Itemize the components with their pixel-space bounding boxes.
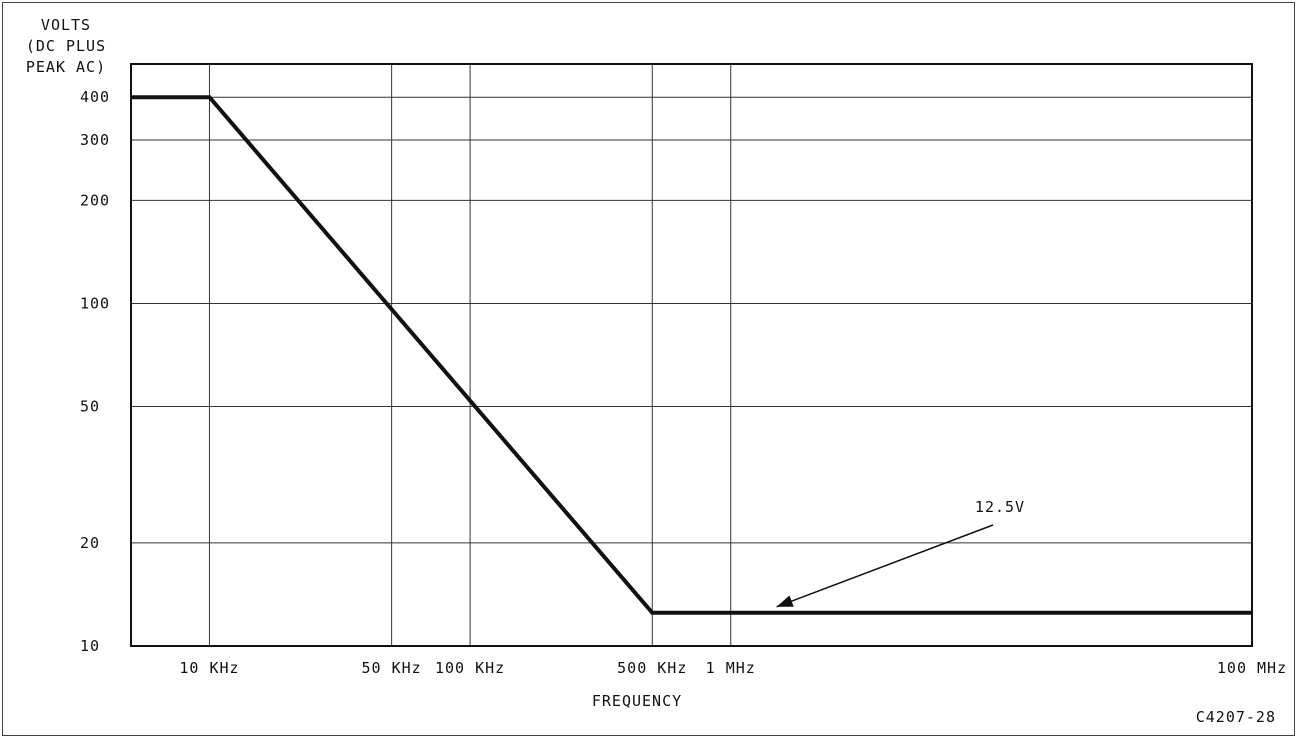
annotation-arrow-line bbox=[776, 524, 994, 608]
y-tick-label: 400 bbox=[80, 88, 110, 106]
y-tick-label: 10 bbox=[80, 637, 100, 655]
series-group bbox=[130, 95, 1253, 615]
y-tick-label: 200 bbox=[80, 191, 110, 209]
x-tick-label: 10 KHz bbox=[179, 659, 239, 677]
series-line bbox=[131, 95, 1252, 615]
x-axis-label: FREQUENCY bbox=[592, 692, 682, 710]
x-tick-label: 1 MHz bbox=[706, 659, 756, 677]
y-tick-label: 300 bbox=[80, 131, 110, 149]
y-axis-label-line: (DC PLUS bbox=[26, 37, 106, 55]
y-axis-label-line: PEAK AC) bbox=[26, 58, 106, 76]
annotation-group: 12.5V bbox=[776, 498, 1025, 608]
plot-area bbox=[130, 63, 1253, 647]
y-tick-labels: 400 300 200 100 50 20 10 bbox=[80, 88, 110, 655]
y-tick-label: 50 bbox=[80, 398, 100, 416]
x-tick-label: 500 KHz bbox=[617, 659, 687, 677]
figure-code: C4207-28 bbox=[1196, 708, 1276, 726]
x-tick-label: 100 MHz bbox=[1217, 659, 1287, 677]
y-axis-label-line: VOLTS bbox=[41, 16, 91, 34]
annotation-label: 12.5V bbox=[975, 498, 1025, 516]
y-tick-label: 100 bbox=[80, 294, 110, 312]
y-axis-label: VOLTS (DC PLUS PEAK AC) bbox=[26, 16, 106, 76]
annotation-arrowhead bbox=[776, 595, 794, 607]
x-tick-label: 50 KHz bbox=[362, 659, 422, 677]
x-tick-label: 100 KHz bbox=[435, 659, 505, 677]
x-tick-labels: 10 KHz 50 KHz 100 KHz 500 KHz 1 MHz 100 MHz bbox=[179, 659, 1287, 677]
y-tick-label: 20 bbox=[80, 534, 100, 552]
grid-lines bbox=[131, 64, 1253, 647]
